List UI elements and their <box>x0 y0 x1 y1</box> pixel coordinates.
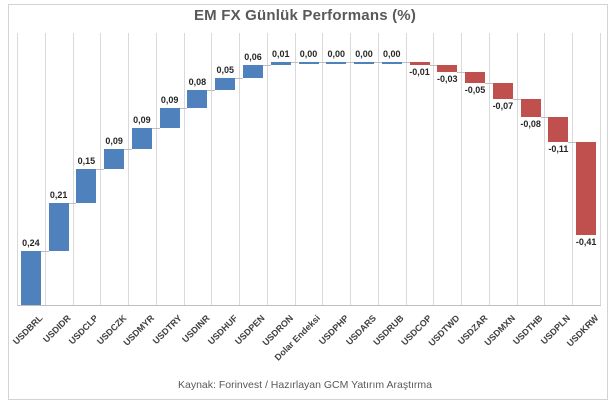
connector-line <box>429 64 438 66</box>
value-label-usdczk: 0,09 <box>105 135 123 146</box>
waterfall-bar-usdkrw <box>576 141 597 235</box>
connector-line <box>401 62 410 64</box>
vertical-gridline <box>17 33 18 305</box>
vertical-gridline <box>600 33 601 305</box>
vertical-gridline <box>211 33 213 305</box>
connector-line <box>568 141 577 143</box>
category-label-usdtry: USDTRY <box>150 313 184 347</box>
vertical-gridline <box>266 33 268 305</box>
connector-line <box>235 78 243 80</box>
x-axis-line <box>17 305 601 306</box>
value-label-usdpln: -0,11 <box>548 143 569 154</box>
waterfall-bar-usdinr <box>187 89 208 108</box>
connector-line <box>318 62 327 64</box>
vertical-gridline <box>516 33 518 305</box>
value-label-usdcop: -0,01 <box>409 66 430 77</box>
vertical-gridline <box>433 33 435 305</box>
vertical-gridline <box>405 33 407 305</box>
waterfall-bar-usdcop <box>409 62 430 65</box>
connector-line <box>40 250 49 252</box>
vertical-gridline <box>377 33 379 305</box>
value-label-usdthb: -0,08 <box>520 118 541 129</box>
vertical-gridline <box>544 33 546 305</box>
connector-line <box>290 62 299 64</box>
waterfall-bar-usdthb <box>520 98 541 117</box>
vertical-gridline <box>72 33 74 305</box>
category-label-usdclp: USDCLP <box>67 313 101 347</box>
value-label-usdphp: 0,00 <box>327 49 346 60</box>
connector-line <box>151 128 160 130</box>
waterfall-bar-usdhuf <box>215 78 236 90</box>
connector-line <box>68 203 77 204</box>
connector-line <box>207 89 216 91</box>
connector-line <box>485 82 493 84</box>
waterfall-bar-usdclp <box>76 169 97 203</box>
waterfall-bar-usdron <box>270 62 291 65</box>
value-label-usdpen: 0,06 <box>244 51 262 62</box>
vertical-gridline <box>155 33 157 305</box>
value-label-usdhuf: 0,05 <box>216 65 234 76</box>
waterfall-bar-usdtwd <box>437 64 458 72</box>
value-label-usdbrl: 0,24 <box>22 237 40 248</box>
connector-line <box>512 98 521 100</box>
value-label-usdzar: -0,05 <box>464 84 486 95</box>
waterfall-bar-usdbrl <box>20 250 41 305</box>
connector-line <box>124 148 132 150</box>
waterfall-bar-usdars <box>354 62 375 65</box>
category-label-usdthb: USDTHB <box>511 313 545 347</box>
vertical-gridline <box>488 33 490 305</box>
connector-line <box>374 62 382 64</box>
value-label-usdmyr: 0,09 <box>133 115 151 126</box>
waterfall-bar-usdidr <box>48 203 69 251</box>
connector-line <box>346 62 354 64</box>
connector-line <box>262 64 271 66</box>
vertical-gridline <box>572 33 574 305</box>
vertical-gridline <box>239 33 241 305</box>
value-label-usdtry: 0,09 <box>160 94 179 105</box>
waterfall-bar-usdphp <box>326 62 347 65</box>
vertical-gridline <box>322 33 324 305</box>
vertical-gridline <box>461 33 463 305</box>
vertical-gridline <box>128 33 130 305</box>
value-label-usdkrw: -0,41 <box>575 236 597 247</box>
waterfall-bar-usdczk <box>104 148 125 169</box>
vertical-gridline <box>44 33 46 305</box>
value-label-usdinr: 0,08 <box>188 76 207 87</box>
waterfall-bar-usdzar <box>465 71 486 83</box>
value-label-usdclp: 0,15 <box>77 156 96 166</box>
connector-line <box>179 107 188 109</box>
value-label-usdars: 0,00 <box>355 49 373 60</box>
value-label-usdmxn: -0,07 <box>492 100 514 111</box>
value-label-usdron: 0,01 <box>271 49 290 60</box>
waterfall-bar-usdmyr <box>131 128 152 149</box>
connector-line <box>457 71 466 73</box>
waterfall-bar-usdpln <box>548 116 569 142</box>
value-label-usdrub: 0,00 <box>383 49 401 60</box>
chart-title: EM FX Günlük Performans (%) <box>193 7 417 24</box>
waterfall-bar-usdtry <box>159 107 180 129</box>
vertical-gridline <box>294 33 296 305</box>
connector-line <box>540 116 549 118</box>
vertical-gridline <box>350 33 352 305</box>
value-label-dolar-endeksi: 0,00 <box>299 49 318 60</box>
source-note: Kaynak: Forinvest / Hazırlayan GCM Yatır… <box>177 379 433 391</box>
waterfall-bar-usdrub <box>381 62 402 65</box>
waterfall-bar-usdpen <box>242 64 263 79</box>
waterfall-bar-dolar-endeksi <box>298 62 319 65</box>
value-label-usdidr: 0,21 <box>49 190 68 200</box>
waterfall-bar-usdmxn <box>492 82 513 99</box>
vertical-gridline <box>183 33 185 305</box>
category-label-usdbrl: USDBRL <box>11 313 45 347</box>
value-label-usdtwd: -0,03 <box>437 73 458 84</box>
connector-line <box>96 169 105 170</box>
